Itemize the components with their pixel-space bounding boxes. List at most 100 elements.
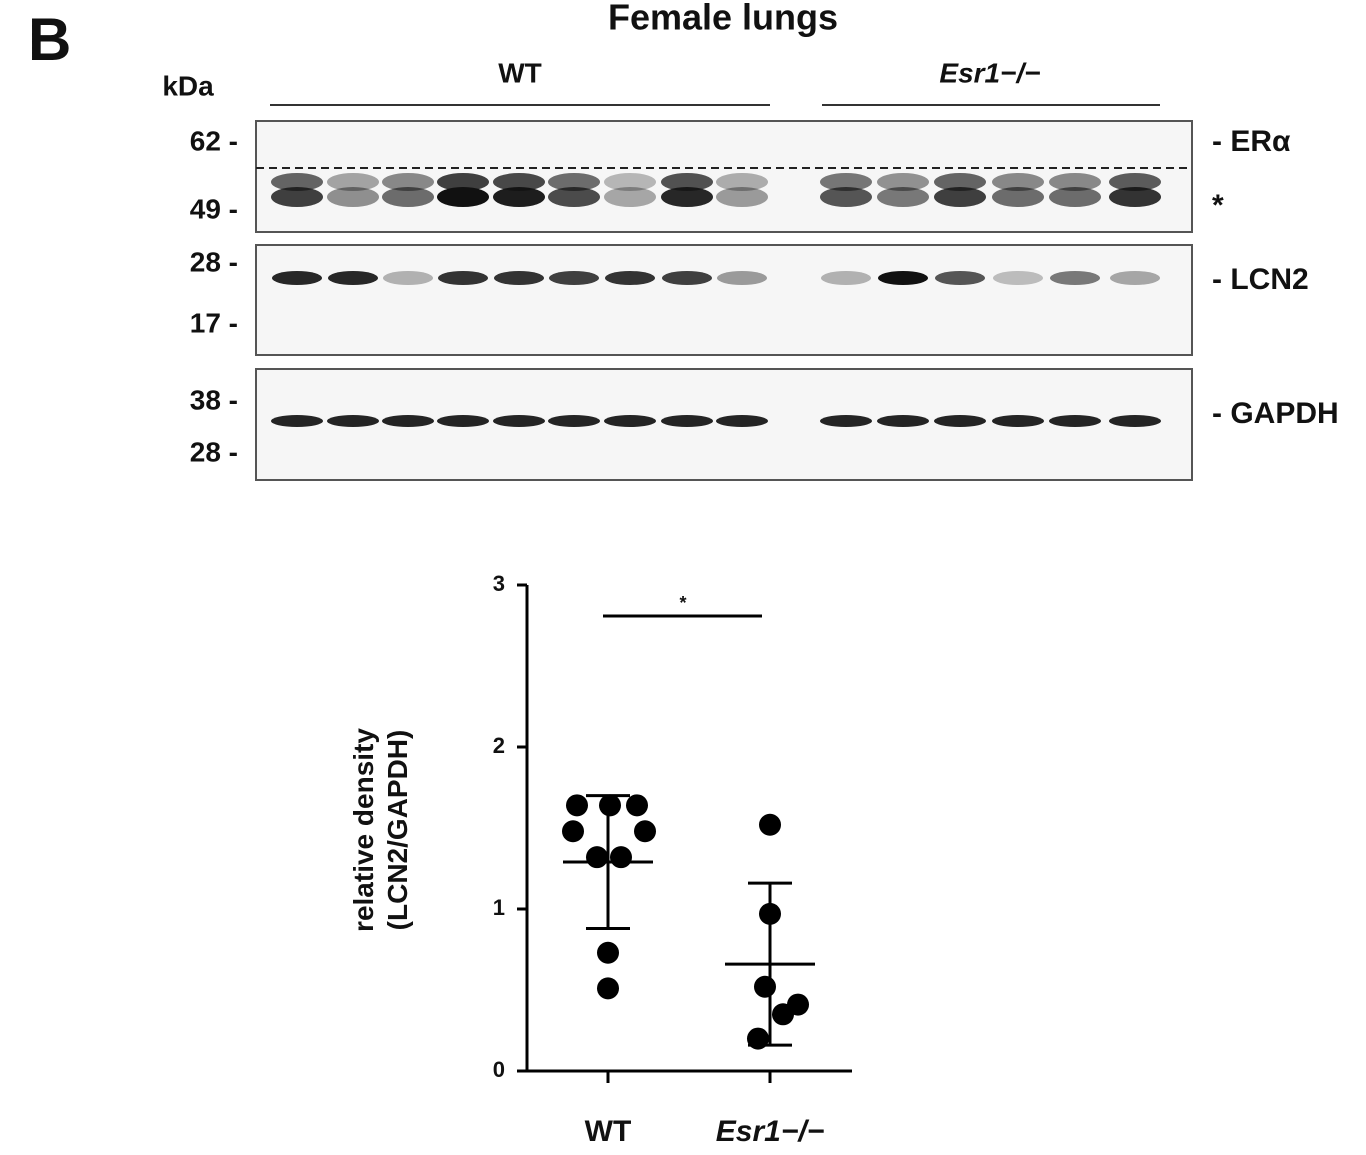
data-point	[562, 820, 584, 843]
marker-label: 17 -	[190, 307, 238, 338]
panel-label: B	[28, 6, 71, 73]
y-tick-label: 3	[493, 571, 505, 596]
band	[437, 415, 489, 427]
band	[327, 415, 379, 427]
band	[604, 173, 656, 191]
data-point	[634, 820, 656, 843]
marker-label: 62 -	[190, 125, 238, 156]
band	[993, 271, 1043, 285]
y-axis-label-line: (LCN2/GAPDH)	[382, 730, 413, 931]
band	[493, 415, 545, 427]
band	[1049, 187, 1101, 207]
y-tick-label: 1	[493, 895, 505, 920]
group-label: WT	[498, 57, 542, 88]
data-point	[597, 977, 619, 1000]
band	[272, 271, 322, 285]
band	[494, 271, 544, 285]
band	[382, 187, 434, 207]
data-point	[759, 813, 781, 836]
band	[878, 271, 928, 285]
band	[493, 187, 545, 207]
band	[934, 173, 986, 191]
band	[605, 271, 655, 285]
bands	[271, 173, 1161, 427]
protein-label: *	[1212, 189, 1224, 222]
marker-label: 28 -	[190, 436, 238, 467]
band	[328, 271, 378, 285]
blot-panel	[255, 120, 1193, 233]
band	[604, 187, 656, 207]
band	[1050, 271, 1100, 285]
data-point	[626, 794, 648, 817]
protein-label: - GAPDH	[1212, 397, 1339, 430]
y-axis-label: relative density (LCN2/GAPDH)	[348, 728, 413, 932]
significance-label: *	[679, 593, 686, 613]
band	[437, 187, 489, 207]
data-point	[597, 941, 619, 964]
band	[934, 187, 986, 207]
band	[271, 187, 323, 207]
data-point	[772, 1003, 794, 1026]
band	[1109, 173, 1161, 191]
blot-panel	[255, 244, 1193, 356]
protein-label: - ERα	[1212, 125, 1291, 158]
figure-title: Female lungs	[608, 0, 838, 38]
band	[1109, 187, 1161, 207]
band	[935, 271, 985, 285]
band	[604, 415, 656, 427]
data-point	[754, 975, 776, 998]
protein-label: - LCN2	[1212, 263, 1309, 296]
band	[820, 187, 872, 207]
band	[716, 415, 768, 427]
band	[548, 173, 600, 191]
band	[992, 187, 1044, 207]
band	[382, 415, 434, 427]
band	[661, 187, 713, 207]
band	[327, 173, 379, 191]
y-tick-label: 2	[493, 733, 505, 758]
band	[382, 173, 434, 191]
band	[1110, 271, 1160, 285]
band	[821, 271, 871, 285]
band	[716, 173, 768, 191]
band	[271, 415, 323, 427]
band	[438, 271, 488, 285]
band	[992, 415, 1044, 427]
band	[548, 415, 600, 427]
group-label: Esr1−/−	[939, 57, 1040, 88]
band	[820, 415, 872, 427]
band	[549, 271, 599, 285]
marker-label: 38 -	[190, 384, 238, 415]
band	[877, 415, 929, 427]
band	[877, 187, 929, 207]
data-point	[566, 794, 588, 817]
unit-label: kDa	[162, 70, 214, 101]
band	[1049, 415, 1101, 427]
x-tick-label: WT	[585, 1115, 632, 1148]
band	[820, 173, 872, 191]
band	[383, 271, 433, 285]
band	[662, 271, 712, 285]
band	[1049, 173, 1101, 191]
band	[877, 173, 929, 191]
marker-label: 28 -	[190, 246, 238, 277]
x-tick-label: Esr1−/−	[716, 1115, 824, 1148]
band	[493, 173, 545, 191]
band	[1109, 415, 1161, 427]
y-axis-label-line: relative density	[348, 728, 379, 932]
band	[271, 173, 323, 191]
band	[992, 173, 1044, 191]
band	[717, 271, 767, 285]
band	[327, 187, 379, 207]
band	[661, 415, 713, 427]
band	[716, 187, 768, 207]
data-point	[586, 846, 608, 869]
data-point	[599, 794, 621, 817]
marker-label: 49 -	[190, 193, 238, 224]
band	[661, 173, 713, 191]
y-tick-label: 0	[493, 1057, 505, 1082]
band	[437, 173, 489, 191]
data-point	[610, 846, 632, 869]
band	[548, 187, 600, 207]
